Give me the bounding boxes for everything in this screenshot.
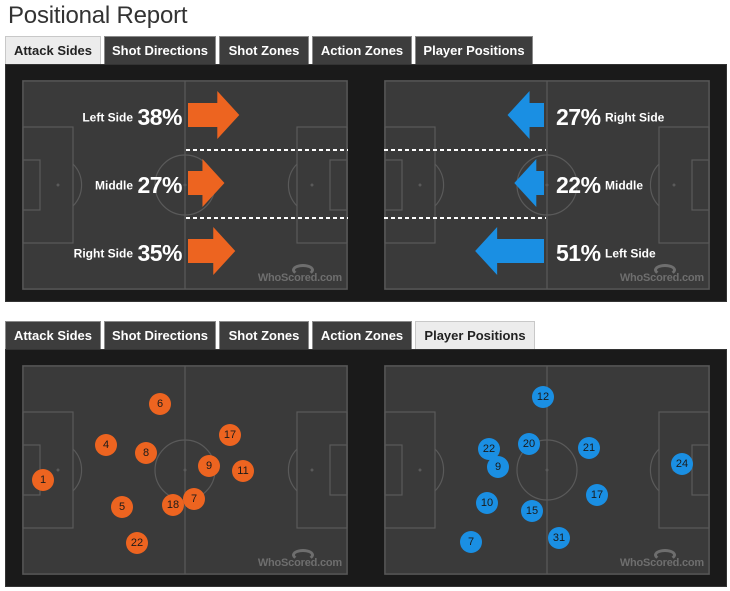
tab-shot-directions[interactable]: Shot Directions: [104, 36, 216, 64]
watermark: WhoScored.com: [619, 557, 704, 569]
top-tab-bar: Attack Sides Shot Directions Shot Zones …: [5, 36, 727, 64]
away-player-marker[interactable]: 31: [548, 527, 570, 549]
home-right-side-arrow-icon: [188, 227, 236, 275]
tab-action-zones[interactable]: Action Zones: [312, 36, 412, 64]
whoscored-logo-icon: [654, 264, 676, 276]
tab-action-zones[interactable]: Action Zones: [312, 321, 412, 349]
tab-shot-zones[interactable]: Shot Zones: [219, 36, 309, 64]
tab-attack-sides[interactable]: Attack Sides: [5, 321, 101, 349]
side-percentage: 38%: [137, 104, 182, 130]
home-player-marker[interactable]: 4: [95, 434, 117, 456]
whoscored-logo-icon: [292, 549, 314, 561]
side-name: Middle: [605, 178, 643, 193]
away-middle-label: 22% Middle: [556, 172, 643, 199]
home-player-marker[interactable]: 5: [111, 496, 133, 518]
side-name: Left Side: [82, 110, 133, 125]
side-percentage: 27%: [556, 104, 601, 130]
away-attack-arrows: [475, 91, 544, 275]
player-positions-panel: WhoScored.com 6 17 4 8 9 11 1 5 18 7 22: [5, 349, 727, 587]
bottom-tab-bar: Attack Sides Shot Directions Shot Zones …: [5, 321, 727, 349]
watermark: WhoScored.com: [257, 272, 342, 284]
side-percentage: 27%: [137, 172, 182, 198]
page-title: Positional Report: [8, 2, 188, 29]
away-player-marker[interactable]: 10: [476, 492, 498, 514]
home-player-marker[interactable]: 8: [135, 442, 157, 464]
home-player-marker[interactable]: 11: [232, 460, 254, 482]
home-attack-sides-pitch: WhoScored.com Left Side 38% Middle 27% R…: [22, 80, 348, 290]
away-attack-sides-pitch: WhoScored.com 27% Right Side 22% Middle …: [384, 80, 710, 290]
away-right-side-arrow-icon: [507, 91, 544, 139]
side-name: Right Side: [73, 246, 133, 261]
home-player-marker[interactable]: 9: [198, 455, 220, 477]
whoscored-logo-icon: [292, 264, 314, 276]
side-percentage: 51%: [556, 240, 601, 266]
away-player-marker[interactable]: 7: [460, 531, 482, 553]
watermark: WhoScored.com: [257, 557, 342, 569]
whoscored-logo-icon: [654, 549, 676, 561]
away-middle-arrow-icon: [514, 159, 544, 207]
tab-attack-sides[interactable]: Attack Sides: [5, 36, 101, 64]
home-player-positions-pitch: WhoScored.com 6 17 4 8 9 11 1 5 18 7 22: [22, 365, 348, 575]
away-player-marker[interactable]: 22: [478, 438, 500, 460]
home-player-marker[interactable]: 7: [183, 488, 205, 510]
away-player-marker[interactable]: 15: [521, 500, 543, 522]
home-player-marker[interactable]: 18: [162, 494, 184, 516]
home-middle-label: Middle 27%: [95, 172, 182, 199]
home-player-marker[interactable]: 6: [149, 393, 171, 415]
away-player-marker[interactable]: 20: [518, 433, 540, 455]
pitch-markings: [22, 365, 348, 575]
tab-player-positions[interactable]: Player Positions: [415, 321, 535, 349]
home-player-marker[interactable]: 22: [126, 532, 148, 554]
pitch-markings: [22, 80, 348, 290]
home-left-side-label: Left Side 38%: [82, 104, 182, 131]
side-name: Right Side: [605, 110, 665, 125]
home-right-side-label: Right Side 35%: [73, 240, 183, 267]
home-attack-arrows: [188, 91, 240, 275]
away-left-side-label: 51% Left Side: [556, 240, 656, 267]
side-name: Middle: [95, 178, 133, 193]
attack-sides-panel: WhoScored.com Left Side 38% Middle 27% R…: [5, 64, 727, 302]
tab-shot-directions[interactable]: Shot Directions: [104, 321, 216, 349]
tab-shot-zones[interactable]: Shot Zones: [219, 321, 309, 349]
side-name: Left Side: [605, 246, 656, 261]
side-percentage: 35%: [137, 240, 182, 266]
away-player-marker[interactable]: 24: [671, 453, 693, 475]
tab-player-positions[interactable]: Player Positions: [415, 36, 533, 64]
side-percentage: 22%: [556, 172, 601, 198]
away-right-side-label: 27% Right Side: [556, 104, 664, 131]
watermark: WhoScored.com: [619, 272, 704, 284]
home-left-side-arrow-icon: [188, 91, 240, 139]
away-player-marker[interactable]: 9: [487, 456, 509, 478]
home-middle-arrow-icon: [188, 159, 225, 207]
away-player-marker[interactable]: 12: [532, 386, 554, 408]
away-player-marker[interactable]: 21: [578, 437, 600, 459]
home-player-marker[interactable]: 17: [219, 424, 241, 446]
home-player-marker[interactable]: 1: [32, 469, 54, 491]
away-left-side-arrow-icon: [475, 227, 544, 275]
away-player-marker[interactable]: 17: [586, 484, 608, 506]
away-player-positions-pitch: WhoScored.com 12 22 20 21 24 9 17 10 15 …: [384, 365, 710, 575]
